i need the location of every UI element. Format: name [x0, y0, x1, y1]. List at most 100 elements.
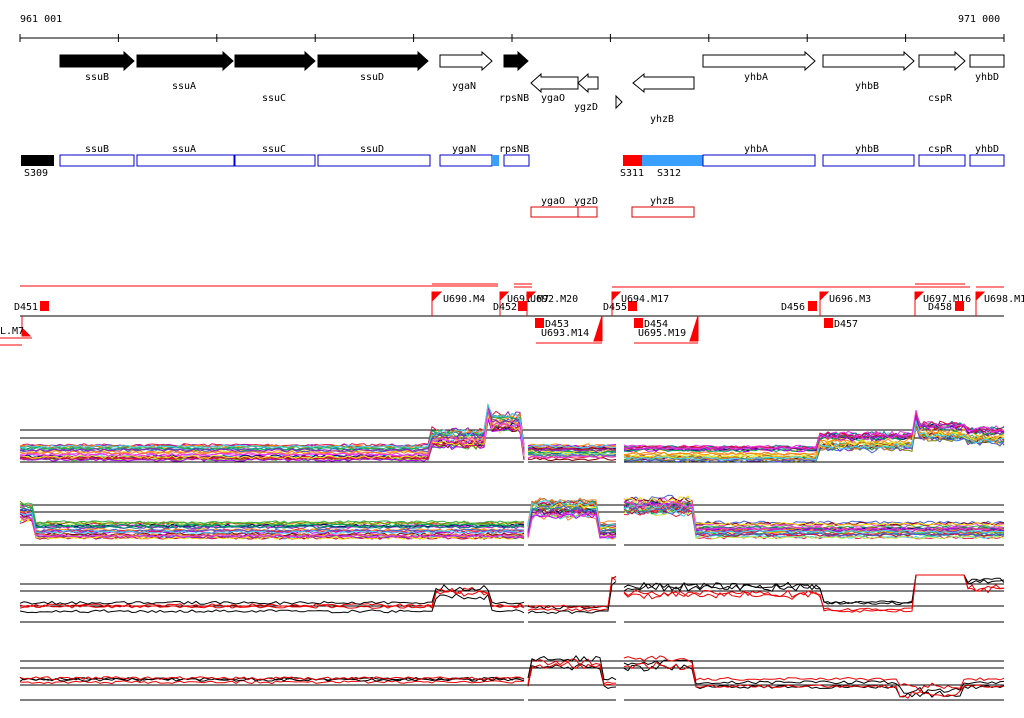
feature-flag-U697[interactable]	[914, 291, 925, 316]
operon-box-ssuB[interactable]	[59, 154, 135, 167]
segment-block-S312[interactable]	[642, 155, 703, 166]
feature-label-U696: U696.M3	[829, 294, 871, 305]
operon-label-yhbB: yhbB	[855, 144, 879, 155]
expression-profile	[19, 502, 525, 525]
feature-flag-U690[interactable]	[431, 291, 443, 316]
expression-profile	[527, 575, 617, 609]
segment-block-S311[interactable]	[623, 155, 642, 166]
expression-profile	[624, 413, 1005, 453]
operon-box-ygaN[interactable]	[439, 154, 493, 167]
operon-box-yhzB[interactable]	[631, 206, 695, 218]
gene-arrow-ygaN[interactable]	[439, 50, 493, 72]
feature-label-U694: U694.M17	[621, 294, 669, 305]
gene-label-ssuC: ssuC	[262, 93, 286, 104]
expression-panel-1	[19, 403, 1005, 463]
expression-profile	[19, 515, 525, 538]
expression-profile	[19, 403, 525, 449]
feature-marker-D456[interactable]	[808, 301, 817, 311]
gene-arrow-ygaO[interactable]	[530, 72, 579, 94]
feature-flag-U694[interactable]	[611, 291, 622, 316]
gene-arrow-ygzD[interactable]	[577, 72, 599, 94]
expression-profile	[527, 499, 617, 528]
operon-label-ssuB: ssuB	[85, 144, 109, 155]
feature-label-U693: U693.M14	[541, 328, 589, 339]
gene-arrow-yhbD[interactable]	[969, 54, 1005, 68]
expression-profile	[19, 676, 525, 681]
expression-profile	[623, 574, 1005, 613]
gene-label-ygzD: ygzD	[574, 102, 598, 113]
segment-label-S312: S312	[657, 168, 681, 179]
operon-box-rpsNB[interactable]	[503, 154, 530, 167]
segment-block-S309[interactable]	[21, 155, 54, 166]
operon-box-ygaO[interactable]	[530, 206, 598, 218]
feature-marker-D454[interactable]	[634, 318, 643, 328]
operon-box-ssuA[interactable]	[136, 154, 235, 167]
feature-marker-D452[interactable]	[518, 301, 527, 311]
gene-arrow-ssuC[interactable]	[234, 50, 316, 72]
operon-marker-blue	[492, 155, 499, 166]
gene-arrow-small[interactable]	[615, 94, 623, 110]
gene-arrow-yhbA[interactable]	[702, 50, 816, 72]
expression-profile	[623, 420, 1005, 461]
feature-marker-D451[interactable]	[40, 301, 49, 311]
operon-label-yhbD: yhbD	[975, 144, 999, 155]
operon-label-ssuD: ssuD	[360, 144, 384, 155]
gene-arrow-yhzB[interactable]	[632, 72, 695, 94]
feature-flag-U692[interactable]	[526, 291, 537, 316]
feature-marker-D453[interactable]	[535, 318, 544, 328]
feature-marker-D457[interactable]	[824, 318, 833, 328]
operon-box-ssuD[interactable]	[317, 154, 431, 167]
expression-profile	[528, 447, 617, 452]
operon-box-yhbD[interactable]	[969, 154, 1005, 167]
expression-profile	[19, 500, 525, 526]
expression-profile	[623, 412, 1005, 450]
gene-arrow-ssuB[interactable]	[59, 50, 135, 72]
expression-profile	[623, 500, 1005, 531]
operon-box-yhbA[interactable]	[702, 154, 816, 167]
feature-flag-U691[interactable]	[499, 291, 510, 316]
expression-profile	[527, 497, 617, 524]
feature-flag-U695[interactable]	[689, 315, 699, 342]
gene-arrow-cspR[interactable]	[918, 50, 966, 72]
operon-box-ssuC[interactable]	[234, 154, 316, 167]
expression-profile	[19, 414, 525, 460]
feature-label-U695: U695.M19	[638, 328, 686, 339]
gene-track: ssuB ssuA ssuC ssuD ygaN rpsNB ygaO ygzD…	[59, 50, 1005, 125]
operon-box-yhbB[interactable]	[822, 154, 915, 167]
expression-profile	[623, 411, 1005, 450]
gene-label-cspR: cspR	[928, 93, 953, 104]
expression-profile	[19, 680, 525, 685]
segment-label-S311: S311	[620, 168, 644, 179]
segment-label-S309: S309	[24, 168, 48, 179]
feature-flag-U693[interactable]	[593, 315, 603, 342]
expression-profile	[527, 508, 617, 536]
expression-profile	[527, 654, 617, 681]
feature-marker-D455[interactable]	[628, 301, 637, 311]
feature-flag-U696[interactable]	[819, 291, 830, 316]
operon-label-ygzD: ygzD	[574, 196, 598, 207]
feature-flag-LM7[interactable]	[21, 316, 32, 337]
expression-profile	[623, 412, 1005, 449]
feature-label-D456: D456	[781, 302, 805, 313]
expression-profile	[623, 574, 1005, 605]
feature-marker-D458[interactable]	[955, 301, 964, 311]
expression-profile	[623, 574, 1005, 606]
gene-arrow-yhbB[interactable]	[822, 50, 915, 72]
feature-label-U698: U698.M1	[984, 294, 1024, 305]
gene-arrow-rpsNB[interactable]	[503, 50, 529, 72]
expression-profile	[19, 419, 525, 462]
feature-flag-U698[interactable]	[975, 291, 986, 316]
gene-arrow-ssuA[interactable]	[136, 50, 234, 72]
feature-label-U697: U697.M16	[923, 294, 971, 305]
expression-profile	[19, 507, 525, 530]
expression-profile	[623, 494, 1005, 525]
operon-box-cspR[interactable]	[918, 154, 966, 167]
expression-profile	[623, 501, 1005, 532]
gene-arrow-ssuD[interactable]	[317, 50, 429, 72]
expression-profile	[19, 405, 525, 452]
expression-profile	[527, 581, 617, 615]
expression-panel-2	[19, 494, 1005, 546]
expression-profile	[623, 413, 1005, 450]
feature-label-D457: D457	[834, 319, 858, 330]
operon-label-yhbA: yhbA	[744, 144, 768, 155]
